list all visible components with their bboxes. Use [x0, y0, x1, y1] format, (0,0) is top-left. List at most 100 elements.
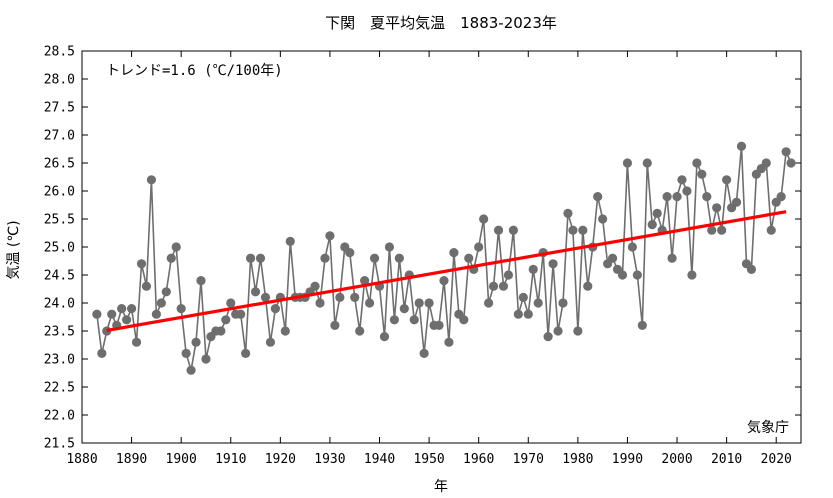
data-point	[136, 259, 147, 269]
data-point	[717, 225, 727, 235]
data-point	[245, 253, 256, 263]
data-point	[285, 236, 295, 246]
data-point	[186, 365, 196, 375]
data-point	[637, 320, 647, 330]
y-tick-label: 28.0	[44, 73, 75, 88]
y-tick-label: 22.0	[44, 409, 75, 424]
data-point	[642, 158, 652, 168]
data-point	[335, 292, 345, 302]
data-point	[320, 253, 330, 263]
data-point	[682, 186, 692, 196]
data-point	[479, 214, 489, 224]
data-point	[533, 298, 543, 308]
source-label: 気象庁	[747, 420, 789, 436]
data-point	[161, 287, 171, 297]
data-point	[265, 337, 276, 347]
y-tick-label: 27.5	[44, 101, 75, 116]
y-tick-label: 24.0	[44, 297, 75, 312]
data-point	[712, 203, 722, 213]
data-point	[508, 225, 518, 235]
data-point	[553, 326, 563, 336]
data-point	[622, 158, 633, 168]
data-point	[652, 208, 662, 218]
x-tick-label: 1960	[463, 452, 494, 467]
data-point	[702, 192, 712, 202]
data-point	[543, 332, 553, 342]
trend-layer	[106, 210, 787, 333]
data-point	[166, 253, 176, 263]
data-point	[355, 326, 365, 336]
data-point	[151, 309, 161, 319]
x-tick-label: 2000	[661, 452, 692, 467]
data-point	[384, 242, 395, 252]
data-point	[518, 292, 528, 302]
data-point	[558, 298, 568, 308]
x-tick-label: 1920	[265, 452, 296, 467]
data-point	[548, 259, 558, 269]
data-point	[310, 281, 320, 291]
data-point	[503, 270, 514, 280]
data-point	[131, 337, 142, 347]
data-point	[488, 281, 499, 291]
data-point	[156, 298, 166, 308]
trend-annotation: トレンド=1.6 (℃/100年)	[106, 63, 283, 79]
y-tick-label: 23.0	[44, 353, 75, 368]
data-point	[424, 298, 434, 308]
data-point	[617, 270, 628, 280]
data-point	[677, 175, 687, 185]
data-point	[389, 315, 399, 325]
data-point	[464, 253, 474, 263]
plot-frame	[81, 50, 802, 444]
data-point	[241, 348, 251, 358]
x-tick-label: 1910	[215, 452, 246, 467]
data-point	[250, 287, 261, 297]
data-point	[201, 354, 211, 364]
y-tick-label: 22.5	[44, 381, 75, 396]
series-line	[96, 146, 792, 371]
data-point	[474, 242, 484, 252]
data-point	[766, 225, 776, 235]
data-point	[627, 242, 638, 252]
data-point	[255, 253, 266, 263]
data-point	[781, 147, 791, 157]
data-point	[141, 281, 152, 291]
data-point	[270, 304, 280, 314]
x-tick-label: 1880	[66, 452, 97, 467]
data-point	[459, 315, 469, 325]
data-point	[330, 320, 340, 330]
data-point	[260, 292, 271, 302]
y-tick-label: 25.5	[44, 213, 75, 228]
data-point	[117, 304, 127, 314]
data-point	[697, 169, 707, 179]
data-point	[92, 309, 102, 319]
y-tick-label: 24.5	[44, 269, 75, 284]
data-point	[563, 208, 573, 218]
data-point	[221, 315, 231, 325]
data-point	[439, 276, 449, 286]
data-point	[126, 304, 137, 314]
data-point	[226, 298, 236, 308]
data-point	[484, 298, 494, 308]
data-point	[196, 276, 206, 286]
data-point	[493, 225, 504, 235]
data-point	[191, 337, 201, 347]
data-point	[667, 253, 677, 263]
data-point	[632, 270, 642, 280]
data-point	[236, 309, 246, 319]
data-point	[598, 214, 608, 224]
data-point	[662, 192, 672, 202]
data-point	[444, 337, 454, 347]
data-point	[707, 225, 717, 235]
data-point	[573, 326, 583, 336]
chart-title: 下関 夏平均気温 1883-2023年	[325, 14, 557, 32]
data-point	[731, 197, 742, 207]
x-tick-label: 1890	[116, 452, 147, 467]
data-point	[528, 264, 538, 274]
data-point	[692, 158, 702, 168]
data-point	[181, 348, 191, 358]
y-tick-label: 27.0	[44, 129, 75, 144]
y-axis-label: 気温 (℃)	[6, 220, 22, 279]
data-point	[687, 270, 697, 280]
y-tick-label: 26.0	[44, 185, 75, 200]
